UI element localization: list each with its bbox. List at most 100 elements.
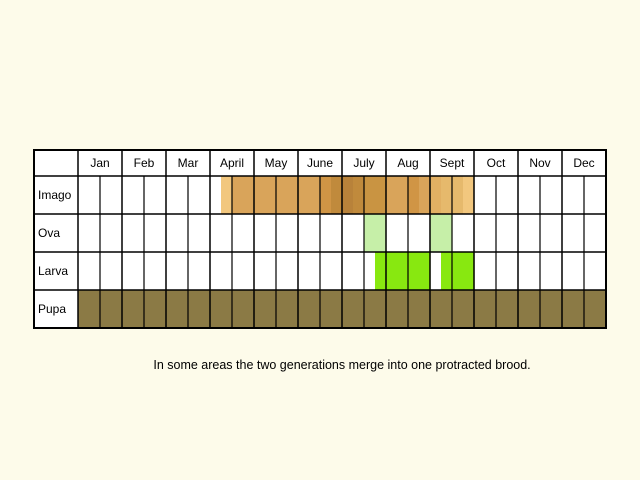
month-label: Jan xyxy=(90,156,109,170)
month-label: Feb xyxy=(134,156,155,170)
stage-cell-imago xyxy=(364,176,376,214)
stage-cell-pupa xyxy=(397,290,409,328)
stage-cell-pupa xyxy=(287,290,299,328)
stage-cell-pupa xyxy=(78,290,90,328)
stage-cell-pupa xyxy=(276,290,288,328)
stage-cell-imago xyxy=(254,176,266,214)
stage-cell-pupa xyxy=(144,290,156,328)
month-label: Oct xyxy=(487,156,506,170)
stage-cell-pupa xyxy=(540,290,552,328)
stage-cell-imago xyxy=(331,176,343,214)
stage-cell-imago xyxy=(265,176,277,214)
stage-cell-pupa xyxy=(507,290,519,328)
stage-cell-pupa xyxy=(452,290,464,328)
stage-cell-imago xyxy=(463,176,475,214)
stage-cell-larva xyxy=(419,252,431,290)
stage-cell-pupa xyxy=(320,290,332,328)
table-border xyxy=(33,149,607,329)
stage-cell-pupa xyxy=(89,290,101,328)
stage-cell-pupa xyxy=(133,290,145,328)
stage-cell-pupa xyxy=(584,290,596,328)
month-label: May xyxy=(265,156,288,170)
stage-cell-pupa xyxy=(331,290,343,328)
stage-cell-pupa xyxy=(221,290,233,328)
stage-cell-pupa xyxy=(419,290,431,328)
stage-cell-pupa xyxy=(254,290,266,328)
stage-label: Imago xyxy=(38,188,72,202)
stage-cell-pupa xyxy=(265,290,277,328)
stage-cell-pupa xyxy=(463,290,475,328)
stage-cell-pupa xyxy=(551,290,563,328)
stage-cell-pupa xyxy=(210,290,222,328)
stage-cell-pupa xyxy=(155,290,167,328)
month-label: Aug xyxy=(397,156,418,170)
stage-cell-imago xyxy=(375,176,387,214)
stage-cell-pupa xyxy=(122,290,134,328)
stage-cell-pupa xyxy=(166,290,178,328)
stage-cell-ova xyxy=(375,214,387,252)
stage-cell-imago xyxy=(419,176,431,214)
stage-cell-pupa xyxy=(298,290,310,328)
stage-cell-larva xyxy=(441,252,453,290)
stage-cell-pupa xyxy=(199,290,211,328)
stage-cell-larva xyxy=(452,252,464,290)
stage-cell-imago xyxy=(298,176,310,214)
stage-cell-pupa xyxy=(496,290,508,328)
stage-cell-imago xyxy=(221,176,233,214)
month-label: July xyxy=(353,156,374,170)
stage-cell-imago xyxy=(397,176,409,214)
stage-cell-pupa xyxy=(309,290,321,328)
stage-cell-larva xyxy=(375,252,387,290)
month-label: Sept xyxy=(440,156,465,170)
stage-label: Pupa xyxy=(38,302,66,316)
month-label: April xyxy=(220,156,244,170)
stage-cell-imago xyxy=(342,176,354,214)
stage-cell-pupa xyxy=(562,290,574,328)
stage-cell-imago xyxy=(232,176,244,214)
stage-cell-pupa xyxy=(430,290,442,328)
stage-cell-pupa xyxy=(364,290,376,328)
stage-cell-pupa xyxy=(408,290,420,328)
stage-cell-ova xyxy=(430,214,442,252)
stage-cell-imago xyxy=(452,176,464,214)
stage-cell-pupa xyxy=(441,290,453,328)
stage-cell-pupa xyxy=(188,290,200,328)
stage-cell-pupa xyxy=(518,290,530,328)
stage-cell-imago xyxy=(386,176,398,214)
stage-label: Ova xyxy=(38,226,60,240)
chart-note: In some areas the two generations merge … xyxy=(153,358,531,372)
stage-cell-imago xyxy=(408,176,420,214)
stage-cell-imago xyxy=(243,176,255,214)
stage-cell-pupa xyxy=(595,290,607,328)
month-label: Dec xyxy=(573,156,594,170)
stage-cell-pupa xyxy=(353,290,365,328)
stage-cell-pupa xyxy=(342,290,354,328)
stage-cell-imago xyxy=(309,176,321,214)
stage-cell-pupa xyxy=(375,290,387,328)
stage-cell-pupa xyxy=(485,290,497,328)
month-label: June xyxy=(307,156,333,170)
month-label: Nov xyxy=(529,156,550,170)
stage-cell-pupa xyxy=(232,290,244,328)
stage-cell-ova xyxy=(441,214,453,252)
stage-cell-imago xyxy=(353,176,365,214)
stage-cell-imago xyxy=(430,176,442,214)
month-label: Mar xyxy=(178,156,199,170)
stage-cell-imago xyxy=(320,176,332,214)
stage-cell-larva xyxy=(463,252,475,290)
stage-cell-larva xyxy=(397,252,409,290)
stage-cell-ova xyxy=(364,214,376,252)
stage-cell-imago xyxy=(276,176,288,214)
stage-cell-imago xyxy=(287,176,299,214)
stage-cell-larva xyxy=(408,252,420,290)
stage-cell-pupa xyxy=(474,290,486,328)
stage-cell-pupa xyxy=(529,290,541,328)
stage-cell-imago xyxy=(441,176,453,214)
stage-cell-pupa xyxy=(111,290,123,328)
stage-cell-pupa xyxy=(100,290,112,328)
stage-cell-larva xyxy=(386,252,398,290)
stage-cell-pupa xyxy=(573,290,585,328)
stage-label: Larva xyxy=(38,264,68,278)
stage-cell-pupa xyxy=(386,290,398,328)
